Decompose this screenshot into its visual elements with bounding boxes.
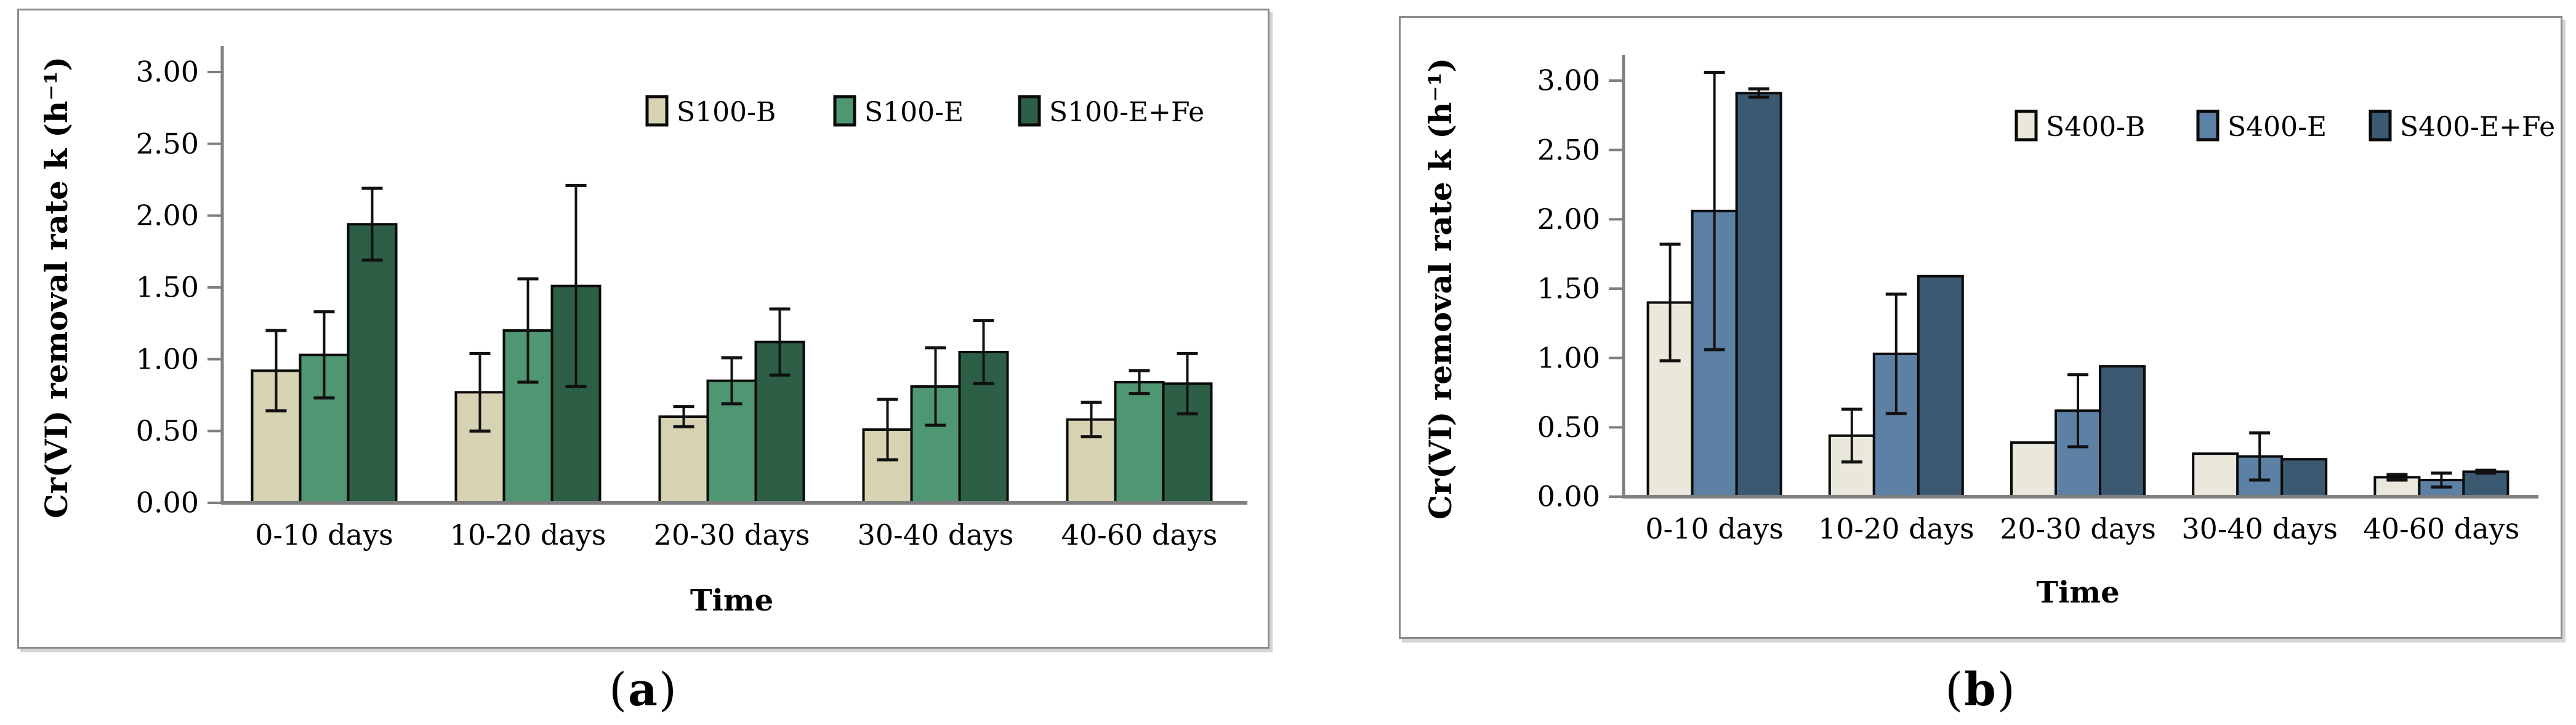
y-tick-label: 0.50 bbox=[136, 414, 199, 447]
caption-b: (b) bbox=[1399, 663, 2562, 716]
caption-b-letter: b bbox=[1964, 663, 1997, 716]
legend-label-S100-E: S100-E bbox=[864, 97, 964, 128]
legend-label-S400-B: S400-B bbox=[2046, 111, 2145, 143]
bar-S100-E+Fe-0-10 days bbox=[347, 223, 398, 504]
x-tick-label: 40-60 days bbox=[1061, 518, 1218, 551]
caption-b-close-paren: ) bbox=[1997, 663, 2016, 716]
y-tick-label: 0.50 bbox=[1537, 411, 1600, 444]
x-axis-title: Time bbox=[690, 583, 773, 618]
legend-swatch-S400-E bbox=[2196, 110, 2220, 142]
y-tick-label: 1.00 bbox=[1537, 341, 1600, 374]
bar-S400-E+Fe-30-40 days bbox=[2280, 458, 2328, 498]
legend-swatch-S100-E bbox=[833, 95, 856, 127]
bar-chart-s100: 0.00 0.50 1.00 1.50 2.00 2.50 3.00 0-10 days 10-… bbox=[38, 46, 1247, 618]
y-tick-label: 2.50 bbox=[1537, 133, 1600, 166]
x-axis-labels: 0-10 days 10-20 days 20-30 days 30-40 days 4… bbox=[255, 518, 1217, 551]
y-axis-ticks: 0.00 0.50 1.00 1.50 2.00 2.50 3.00 bbox=[136, 55, 222, 519]
x-tick-label: 40-60 days bbox=[2364, 512, 2520, 545]
bar-S100-E-40-60 days bbox=[1114, 381, 1165, 504]
y-axis-ticks: 0.00 0.50 1.00 1.50 2.00 2.50 3.00 bbox=[1537, 64, 1624, 513]
caption-a: (a) bbox=[17, 663, 1270, 716]
bar-chart-s400: 0.00 0.50 1.00 1.50 2.00 2.50 3.00 0-10 days 10-… bbox=[1422, 55, 2555, 610]
caption-b-open-paren: ( bbox=[1945, 663, 1965, 716]
x-tick-label: 10-20 days bbox=[450, 518, 606, 551]
legend-label-S100-B: S100-B bbox=[677, 97, 776, 128]
error-bars-group bbox=[265, 183, 1198, 462]
bar-S400-E+Fe-40-60 days bbox=[2462, 470, 2510, 499]
bar-S400-E+Fe-10-20 days bbox=[1917, 274, 1964, 498]
legend-swatch-S400-E+Fe bbox=[2369, 110, 2392, 142]
y-tick-label: 1.50 bbox=[136, 271, 199, 304]
legend-swatch-S400-B bbox=[2015, 110, 2038, 142]
y-tick-label: 0.00 bbox=[136, 486, 199, 519]
x-tick-label: 20-30 days bbox=[2000, 512, 2156, 545]
y-axis-title: Cr(VI) removal rate k (h⁻¹) bbox=[1422, 58, 1459, 519]
y-tick-label: 0.00 bbox=[1537, 480, 1600, 513]
panel-a: 0.00 0.50 1.00 1.50 2.00 2.50 3.00 0-10 days 10-… bbox=[17, 9, 1270, 649]
y-tick-label: 2.50 bbox=[136, 127, 199, 160]
y-tick-label: 2.00 bbox=[1537, 202, 1600, 236]
legend-label-S400-E: S400-E bbox=[2228, 111, 2327, 143]
legend: S400-B S400-E S400-E+Fe bbox=[2015, 110, 2555, 143]
bar-S400-E+Fe-20-30 days bbox=[2099, 365, 2146, 498]
x-tick-label: 0-10 days bbox=[255, 518, 393, 551]
legend-swatch-S100-B bbox=[645, 95, 669, 127]
legend: S100-B S100-E S100-E+Fe bbox=[645, 95, 1204, 128]
x-tick-label: 10-20 days bbox=[1818, 512, 1974, 545]
panel-b: 0.00 0.50 1.00 1.50 2.00 2.50 3.00 0-10 days 10-… bbox=[1399, 16, 2562, 639]
y-axis-title: Cr(VI) removal rate k (h⁻¹) bbox=[38, 57, 74, 518]
bar-S400-B-20-30 days bbox=[2010, 441, 2057, 498]
y-tick-label: 2.00 bbox=[136, 199, 199, 232]
y-tick-label: 3.00 bbox=[1537, 64, 1600, 97]
bar-S400-E+Fe-0-10 days bbox=[1735, 92, 1782, 498]
bar-S400-B-30-40 days bbox=[2192, 452, 2239, 498]
legend-swatch-S100-E+Fe bbox=[1018, 95, 1041, 127]
caption-a-letter: a bbox=[628, 663, 659, 716]
x-tick-label: 20-30 days bbox=[654, 518, 810, 551]
x-tick-label: 30-40 days bbox=[2181, 512, 2338, 545]
caption-a-close-paren: ) bbox=[658, 663, 678, 716]
y-tick-label: 3.00 bbox=[136, 55, 199, 89]
legend-label-S100-E+Fe: S100-E+Fe bbox=[1049, 97, 1204, 128]
error-bars-group bbox=[1659, 70, 2497, 489]
x-axis-labels: 0-10 days 10-20 days 20-30 days 30-40 days 4… bbox=[1645, 512, 2519, 545]
y-tick-label: 1.00 bbox=[136, 342, 199, 375]
x-tick-label: 30-40 days bbox=[858, 518, 1014, 551]
x-tick-label: 0-10 days bbox=[1645, 512, 1783, 545]
y-tick-label: 1.50 bbox=[1537, 272, 1600, 305]
legend-label-S400-E+Fe: S400-E+Fe bbox=[2400, 111, 2555, 143]
caption-a-open-paren: ( bbox=[609, 663, 629, 716]
x-axis-title: Time bbox=[2036, 575, 2119, 610]
bar-S100-B-20-30 days bbox=[658, 415, 709, 504]
